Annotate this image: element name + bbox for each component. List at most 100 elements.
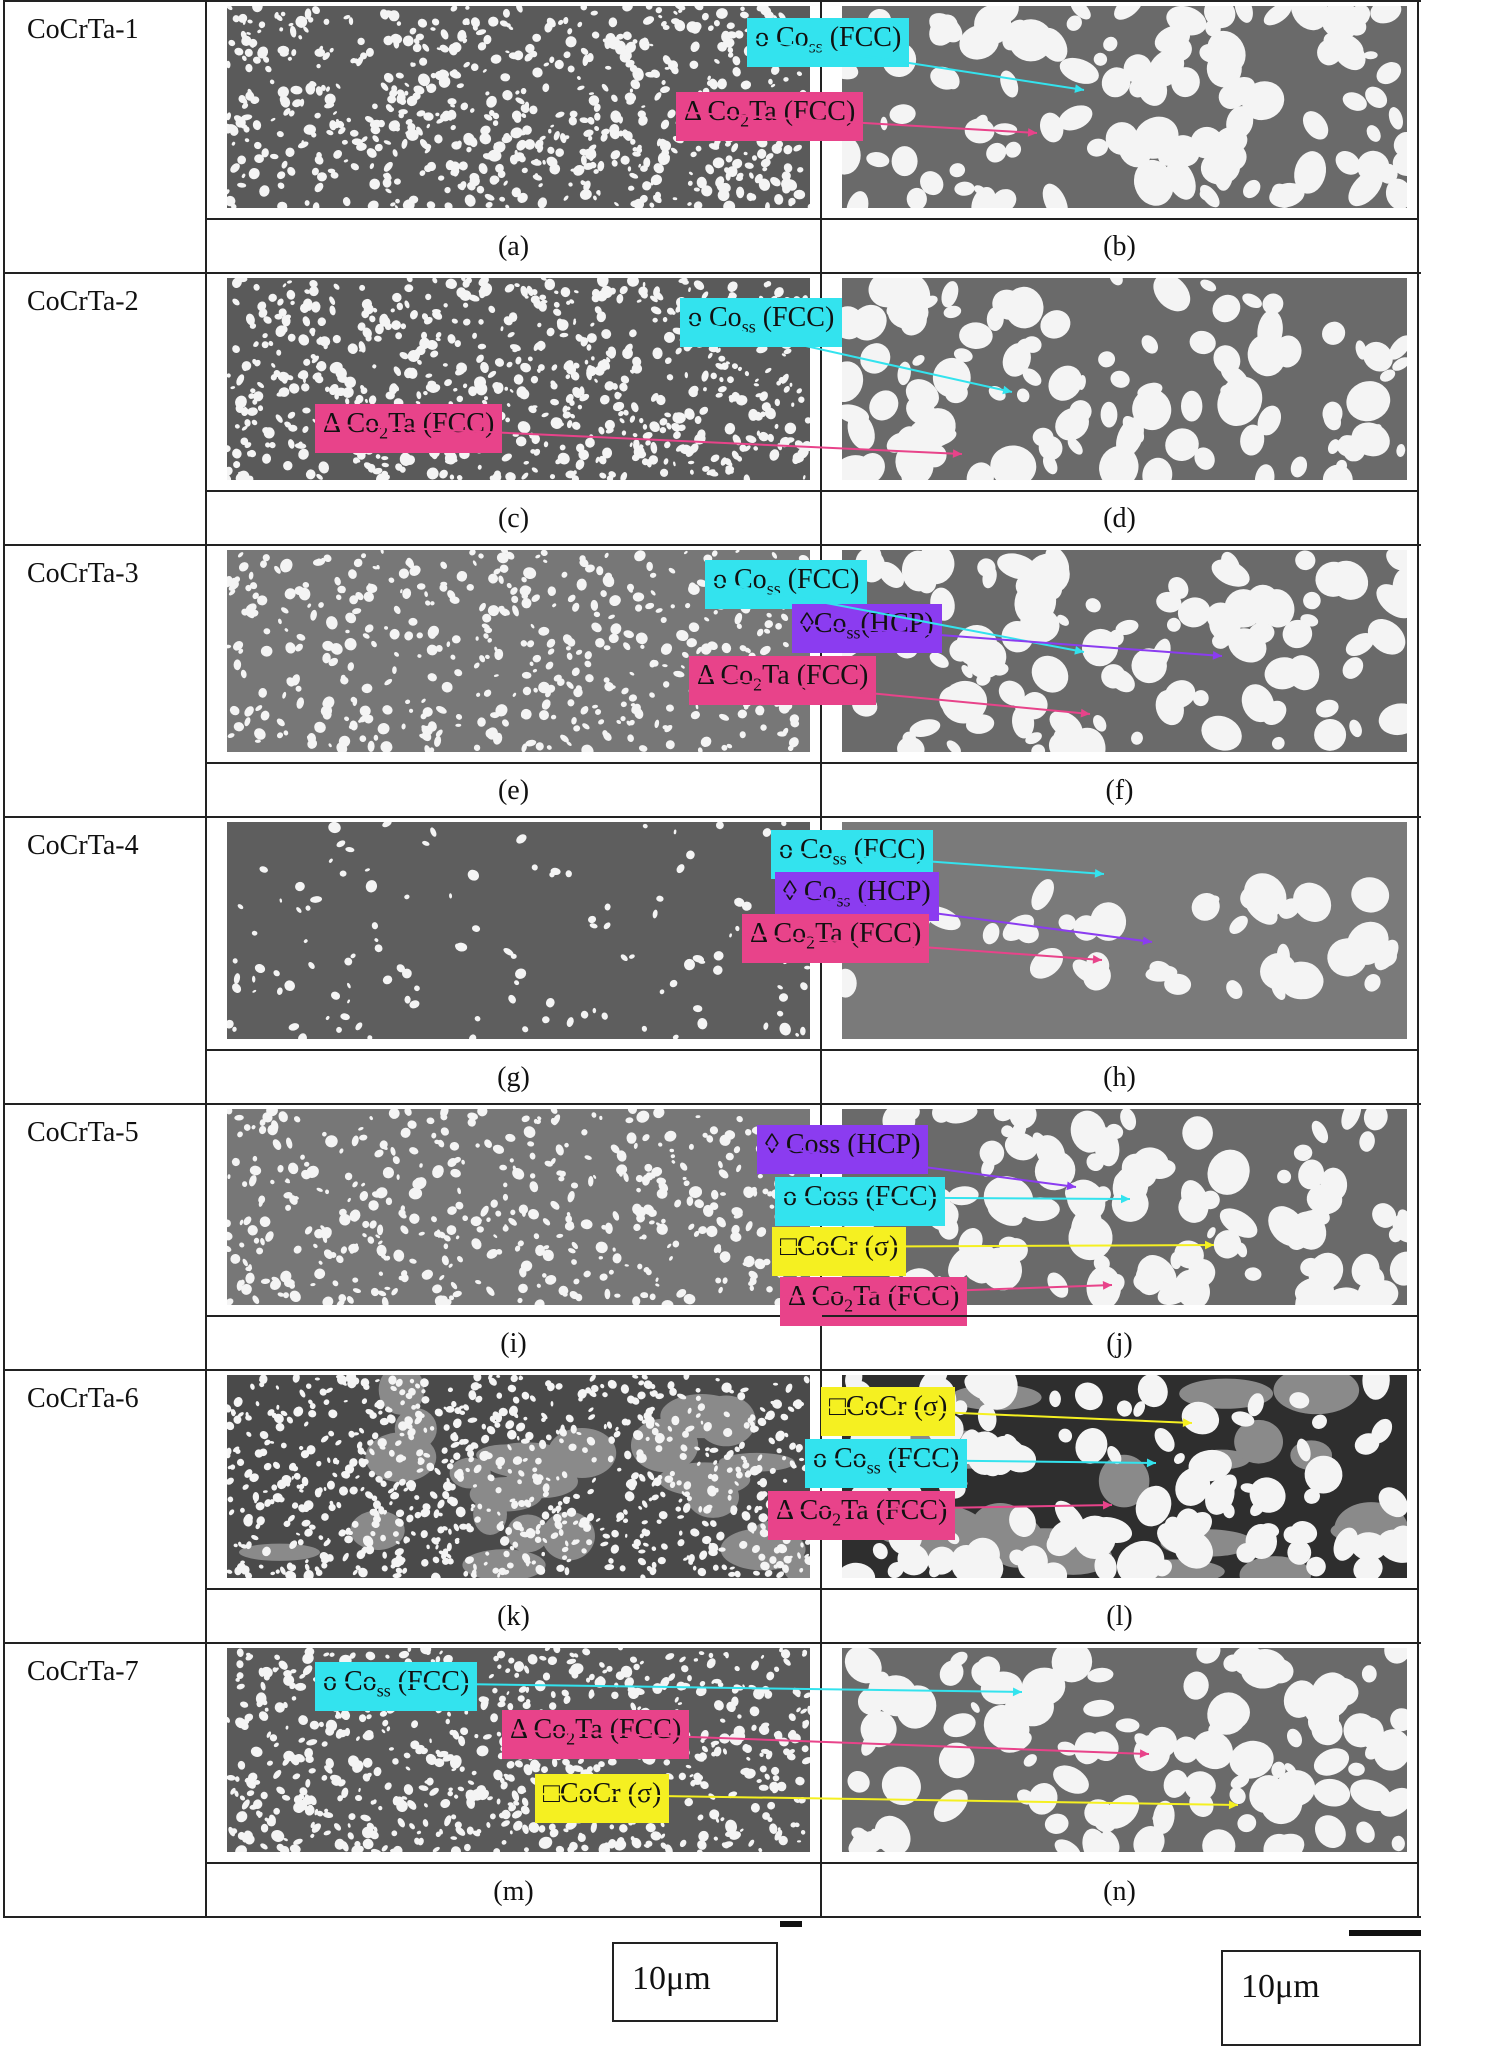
sample-name: CoCrTa-3	[27, 558, 139, 589]
high-mag-panel: o Coss (FCC) Δ Co2Ta (FCC) □CoCr (σ) (n)	[314, 1642, 1417, 1918]
phase-label: □CoCr (σ)	[535, 1774, 670, 1823]
sem-micrograph	[842, 1109, 1407, 1305]
phase-arrowhead	[1212, 651, 1222, 660]
panel-caption: (d)	[822, 490, 1417, 546]
phase-label-subscript: 2	[740, 110, 750, 131]
phase-label-text: Δ Co	[750, 918, 807, 949]
panel-caption: (a)	[207, 218, 820, 274]
phase-arrowhead	[1146, 1458, 1156, 1468]
low-mag-panel: (m)	[207, 1642, 822, 1918]
phase-label-subscript: ss	[376, 1680, 391, 1701]
low-mag-panel: (g)	[207, 816, 822, 1103]
high-mag-panel: o Coss (FCC)◊ Coss (HCP)Δ Co2Ta (FCC)(h)	[741, 816, 1417, 1103]
micrograph-figure-table: CoCrTa-1 (a) o Coss (FCC) Δ Co2Ta (FCC) (b) C…	[3, 0, 1421, 1918]
high-mag-panel: o Coss (FCC) ◊Coss(HCP) Δ Co2Ta (FCC) (f)	[688, 544, 1417, 816]
figure-row: CoCrTa-2 (c) o Coss (FCC) Δ Co2Ta (FCC) (d)	[3, 272, 1421, 546]
panel-caption: (e)	[207, 762, 820, 818]
sem-micrograph	[227, 1109, 810, 1305]
table-bottom-border	[3, 1916, 1421, 1918]
phase-label-suffix: Ta (FCC)	[575, 1714, 682, 1745]
sem-micrograph	[227, 822, 810, 1039]
phase-label: Δ Co2Ta (FCC)	[676, 92, 864, 141]
phase-label-subscript: ss	[766, 578, 781, 599]
phase-arrowhead	[1228, 1800, 1238, 1810]
phase-arrow	[779, 1284, 1113, 1298]
phase-label-suffix: (HCP)	[850, 876, 931, 907]
phase-arrowhead	[952, 449, 962, 458]
row-divider	[3, 1642, 1421, 1644]
phase-label-text: o Co	[688, 302, 742, 333]
phase-label-subscript: 2	[753, 674, 763, 695]
phase-label-text: o Co	[755, 22, 809, 53]
phase-arrow	[746, 37, 1085, 91]
row-divider	[3, 544, 1421, 546]
scale-bar-line	[1349, 1930, 1421, 1936]
sample-name: CoCrTa-2	[27, 286, 139, 317]
phase-label-text: □CoCr (σ)	[829, 1391, 948, 1422]
phase-arrow	[679, 317, 1013, 393]
row-divider	[3, 0, 1421, 2]
phase-arrows	[314, 1681, 1239, 1810]
sem-micrograph	[842, 1648, 1407, 1852]
phase-label-suffix: (FCC)	[780, 564, 860, 595]
phase-label-subscript: ss	[808, 36, 823, 57]
phase-label-text: Δ Co	[323, 408, 380, 439]
phase-label-subscript: ss	[832, 848, 847, 869]
phase-label-suffix: Ta (FCC)	[762, 660, 869, 691]
phase-label-suffix: (FCC)	[390, 1666, 470, 1697]
phase-arrow	[704, 579, 1085, 653]
panel-caption: (j)	[822, 1315, 1417, 1371]
phase-label-subscript: 2	[566, 1728, 576, 1749]
sample-name-cell: CoCrTa-1	[5, 0, 207, 272]
phase-arrow	[791, 623, 1223, 657]
phase-arrow	[767, 1504, 1113, 1512]
phase-arrow	[774, 1196, 1131, 1200]
phase-arrow	[675, 111, 1038, 134]
phase-arrow	[804, 1458, 1157, 1464]
phase-arrowhead	[1012, 1687, 1022, 1697]
scale-bar-box: 10μm	[1221, 1950, 1421, 2046]
phase-arrows	[675, 37, 1085, 137]
low-mag-panel: (i)	[207, 1103, 822, 1369]
sample-name-cell: CoCrTa-7	[5, 1642, 207, 1918]
phase-arrow	[314, 423, 963, 455]
scale-bar-label: 10μm	[1241, 1968, 1320, 2005]
phase-label-subscript: 2	[806, 932, 816, 953]
phase-arrow	[688, 675, 1091, 715]
phase-arrow	[820, 1406, 1193, 1424]
figure-row: CoCrTa-3 (e) o Coss (FCC) ◊Coss(HCP) Δ Co2Ta…	[3, 544, 1421, 818]
scale-bar-box: 10μm	[612, 1942, 778, 2022]
low-mag-panel: (k)	[207, 1369, 822, 1642]
panel-caption: (g)	[207, 1049, 820, 1105]
sem-micrograph	[842, 278, 1407, 480]
phase-label: o Coss (FCC)	[680, 298, 843, 347]
phase-label-subscript: 2	[832, 1509, 842, 1530]
high-mag-panel: o Coss (FCC) Δ Co2Ta (FCC) (b)	[675, 0, 1417, 272]
phase-arrowhead	[1080, 708, 1090, 718]
scale-bar-label: 10μm	[632, 1960, 711, 1997]
phase-label-suffix: Ta (FCC)	[841, 1495, 948, 1526]
phase-arrows	[756, 1144, 1215, 1298]
phase-label-text: ◊ Co	[783, 876, 837, 907]
sample-name: CoCrTa-4	[27, 830, 139, 861]
figure-row: CoCrTa-1 (a) o Coss (FCC) Δ Co2Ta (FCC) (b)	[3, 0, 1421, 274]
phase-label-subscript: ss	[866, 1457, 881, 1478]
phase-arrow	[770, 849, 1105, 875]
phase-arrowhead	[1074, 84, 1084, 93]
phase-arrowhead	[1092, 955, 1102, 964]
row-divider	[3, 816, 1421, 818]
row-divider	[3, 1369, 1421, 1371]
panel-caption: (k)	[207, 1588, 820, 1644]
sem-micrograph	[227, 1375, 810, 1578]
phase-label-text: ◊ Coss (HCP)	[765, 1129, 921, 1160]
panel-caption: (m)	[207, 1862, 820, 1920]
row-divider	[3, 272, 1421, 274]
phase-arrowhead	[1066, 1181, 1076, 1191]
phase-label: Δ Co2Ta (FCC)	[315, 404, 503, 453]
phase-arrowhead	[1182, 1418, 1192, 1427]
sem-micrograph	[842, 822, 1407, 1039]
row-divider	[3, 1103, 1421, 1105]
phase-arrowhead	[1094, 869, 1104, 878]
phase-label: o Coss (FCC)	[315, 1662, 478, 1711]
phase-arrow	[756, 1144, 1077, 1188]
